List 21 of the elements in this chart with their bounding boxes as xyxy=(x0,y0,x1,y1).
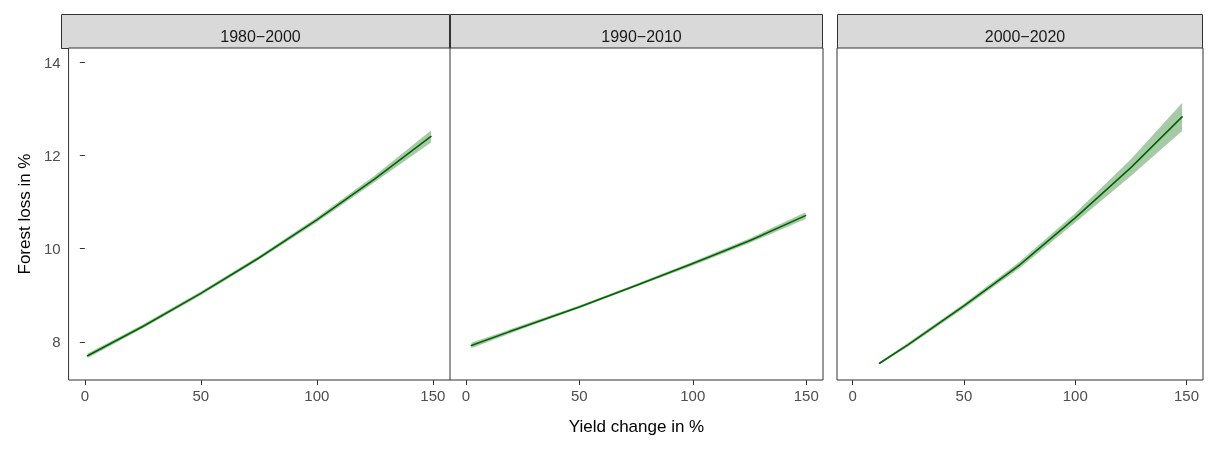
x-tick-label: 100 xyxy=(1062,387,1088,404)
x-tick-label: 50 xyxy=(570,387,588,404)
y-tick-label: 10 xyxy=(43,240,61,258)
y-tick-label: 14 xyxy=(43,53,61,71)
y-tick-label: 8 xyxy=(52,333,61,351)
chart-title: 1990−2010 xyxy=(601,27,682,45)
y-axis-title: Forest loss in % xyxy=(15,153,34,275)
x-tick-label: 0 xyxy=(80,387,89,404)
x-tick-label: 150 xyxy=(420,387,446,404)
chart-title: 1980−2000 xyxy=(220,27,301,45)
x-tick-label: 100 xyxy=(680,387,706,404)
x-tick-label: 150 xyxy=(1174,387,1200,404)
x-tick-label: 50 xyxy=(955,387,973,404)
x-tick-label: 0 xyxy=(461,387,471,404)
x-tick-label: 100 xyxy=(304,387,330,404)
x-axis-title: Yield change in % xyxy=(568,417,705,436)
y-tick-label: 12 xyxy=(43,147,61,165)
x-tick-label: 0 xyxy=(848,387,857,404)
chart-title: 2000−2020 xyxy=(984,27,1066,45)
x-tick-label: 150 xyxy=(793,387,819,404)
x-tick-label: 50 xyxy=(192,387,210,404)
